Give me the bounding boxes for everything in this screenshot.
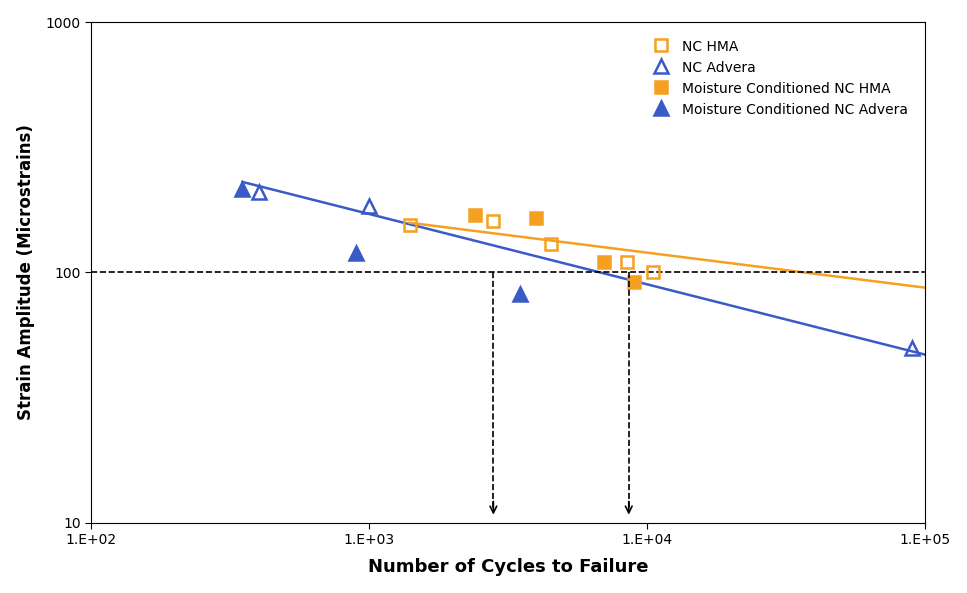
Line: NC Advera: NC Advera (251, 185, 919, 355)
Moisture Conditioned NC Advera (514, 291, 526, 298)
NC HMA (404, 221, 416, 228)
NC Advera (364, 202, 375, 209)
NC Advera (252, 188, 264, 195)
NC Advera (906, 345, 918, 352)
Moisture Conditioned NC HMA (469, 211, 481, 218)
NC HMA (487, 218, 499, 225)
Moisture Conditioned NC HMA (599, 259, 610, 266)
Line: NC HMA: NC HMA (403, 215, 659, 279)
X-axis label: Number of Cycles to Failure: Number of Cycles to Failure (367, 559, 648, 576)
Moisture Conditioned NC Advera (237, 186, 249, 193)
Moisture Conditioned NC HMA (531, 215, 542, 222)
Y-axis label: Strain Amplitude (Microstrains): Strain Amplitude (Microstrains) (16, 125, 35, 420)
Line: Moisture Conditioned NC Advera: Moisture Conditioned NC Advera (236, 182, 527, 301)
Line: Moisture Conditioned NC HMA: Moisture Conditioned NC HMA (469, 209, 640, 288)
Moisture Conditioned NC Advera (351, 249, 363, 256)
Legend: NC HMA, NC Advera, Moisture Conditioned NC HMA, Moisture Conditioned NC Advera: NC HMA, NC Advera, Moisture Conditioned … (640, 29, 918, 126)
NC HMA (544, 240, 556, 247)
NC HMA (647, 269, 659, 276)
NC HMA (622, 259, 633, 266)
Moisture Conditioned NC HMA (629, 278, 640, 285)
